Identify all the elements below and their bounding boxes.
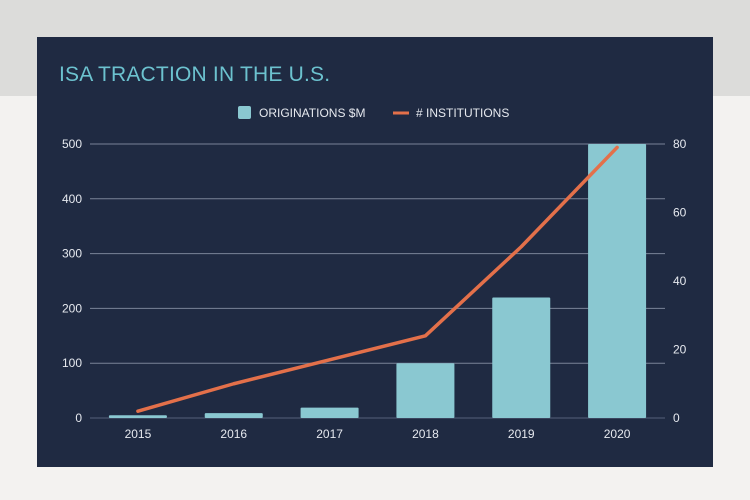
y-left-tick-label: 400 <box>62 192 82 206</box>
left-axis-ticks: 0 100 200 300 400 500 <box>62 137 82 425</box>
institutions-point <box>328 358 332 362</box>
bar <box>492 297 551 418</box>
institutions-point <box>615 145 619 149</box>
legend: ORIGINATIONS $M # INSTITUTIONS <box>238 106 509 120</box>
x-tick-label: 2020 <box>604 427 631 441</box>
x-tick-label: 2015 <box>125 427 152 441</box>
institutions-point <box>423 334 427 338</box>
bar <box>300 407 359 418</box>
x-tick-label: 2019 <box>508 427 535 441</box>
y-left-tick-label: 300 <box>62 247 82 261</box>
bar <box>108 415 167 418</box>
bar <box>204 413 263 418</box>
chart-title: ISA TRACTION IN THE U.S. <box>59 63 331 86</box>
right-axis-ticks: 0 20 40 60 80 <box>673 137 687 425</box>
gridlines <box>90 143 665 419</box>
institutions-point <box>519 245 523 249</box>
legend-swatch-originations <box>238 106 251 119</box>
x-tick-label: 2018 <box>412 427 439 441</box>
institutions-point <box>136 409 140 413</box>
y-left-tick-label: 500 <box>62 137 82 151</box>
x-tick-label: 2016 <box>220 427 247 441</box>
line-series <box>136 145 619 413</box>
y-right-tick-label: 0 <box>673 411 680 425</box>
bar <box>588 144 647 418</box>
legend-label-originations: ORIGINATIONS $M <box>259 106 365 120</box>
y-right-tick-label: 60 <box>673 206 687 220</box>
institutions-point <box>232 382 236 386</box>
x-axis-ticks: 2015 2016 2017 2018 2019 2020 <box>125 427 631 441</box>
legend-label-institutions: # INSTITUTIONS <box>416 106 509 120</box>
y-right-tick-label: 40 <box>673 274 687 288</box>
y-left-tick-label: 200 <box>62 301 82 315</box>
bar <box>396 363 455 418</box>
y-right-tick-label: 80 <box>673 137 687 151</box>
x-tick-label: 2017 <box>316 427 343 441</box>
bars <box>108 144 647 418</box>
chart-panel: ISA TRACTION IN THE U.S. 0 100 200 300 400 50… <box>37 37 713 467</box>
y-left-tick-label: 0 <box>75 411 82 425</box>
institutions-line <box>136 145 619 413</box>
y-left-tick-label: 100 <box>62 356 82 370</box>
y-right-tick-label: 20 <box>673 343 687 357</box>
